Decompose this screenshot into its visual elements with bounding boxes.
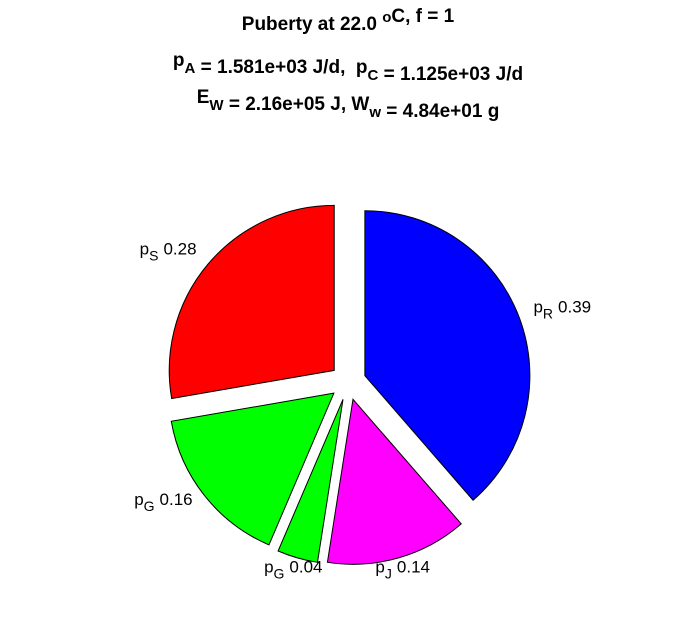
slice-label-subscript: R [543,306,553,322]
pie-slice [277,399,344,563]
chart-title-line: EW = 2.16e+05 J, Ww = 4.84e+01 g [197,87,500,122]
slice-label-value: 0.04 [289,557,322,576]
pie-slice [168,204,335,400]
slice-label-value: 0.28 [163,239,196,258]
title-text: = 1.581e+03 J/d, p [195,57,367,78]
slice-label: pG 0.04 [264,557,322,581]
slice-label-value: 0.16 [160,490,193,509]
slice-label-name: p [375,557,384,576]
title-text: Puberty at 22.0 [242,14,382,35]
title-superscript: o [382,9,391,26]
pie-slice [326,398,462,565]
slice-label-name: p [533,298,542,317]
slice-label-name: p [134,490,143,509]
chart-title-line: pA = 1.581e+03 J/d, pC = 1.125e+03 J/d [173,50,523,85]
slice-label: pJ 0.14 [375,557,430,581]
slice-label-name: p [264,557,273,576]
pie-slice [364,210,531,501]
slice-label-value: 0.39 [558,298,591,317]
title-text: = 4.84e+01 g [381,101,499,122]
slice-label: pG 0.16 [134,490,192,514]
title-subscript: C [368,67,379,84]
slice-label-value: 0.14 [397,557,430,576]
slice-label: pR 0.39 [533,298,591,322]
slice-label-subscript: G [274,565,285,581]
chart-title-line: Puberty at 22.0 oC, f = 1 [242,6,455,35]
title-subscript: A [185,60,196,77]
title-subscript: w [368,104,381,121]
slice-label-subscript: S [149,247,158,263]
slice-label-subscript: G [144,498,155,514]
slice-label-subscript: J [385,565,392,581]
title-subscript: W [209,97,224,114]
title-text: = 1.125e+03 J/d [378,64,523,85]
pie-slice [170,392,335,546]
title-text: C, f = 1 [391,6,454,27]
title-text: p [173,50,185,71]
slice-label: pS 0.28 [140,239,197,263]
title-text: E [197,87,210,108]
slice-label-name: p [140,239,149,258]
title-text: = 2.16e+05 J, W [224,94,370,115]
